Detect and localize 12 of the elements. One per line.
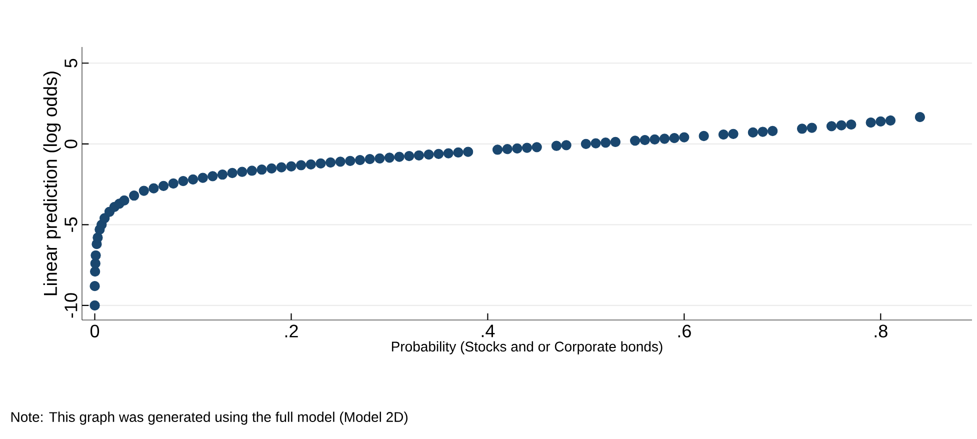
x-tick-label: 0	[90, 324, 100, 338]
x-tick-label: .8	[874, 324, 888, 338]
y-tick-label: -10	[64, 293, 78, 318]
text: Note: This graph was generated using the full model (Model 2D)	[11, 412, 408, 425]
y-axis-title: Linear prediction (log odds)	[43, 72, 61, 296]
y-tick-label: 5	[64, 58, 78, 68]
y-tick-label: 0	[64, 140, 78, 148]
x-tick-label: .4	[482, 324, 495, 338]
y-tick-label: -5	[64, 217, 78, 232]
x-axis-title: Probability (Stocks and or Corporate bonds)	[392, 341, 662, 354]
x-tick-label: .2	[285, 324, 298, 338]
x-tick-label: .6	[678, 324, 691, 338]
